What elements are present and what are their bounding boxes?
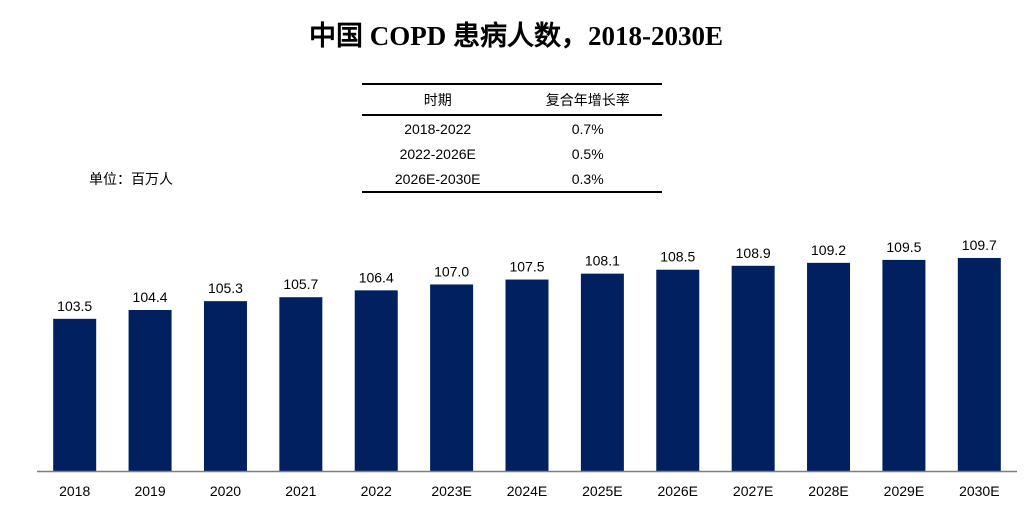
cagr-period-cell: 2022-2026E [399, 145, 476, 162]
bar [354, 290, 398, 471]
x-tick-label: 2018 [59, 483, 90, 499]
x-tick-label: 2027E [733, 483, 773, 499]
bar-value-label: 106.4 [359, 269, 394, 285]
x-tick-label: 2019 [134, 483, 165, 499]
bar-value-label: 105.7 [283, 276, 318, 292]
bar [53, 318, 97, 471]
x-tick-label: 2020 [210, 483, 241, 499]
bar [430, 284, 474, 471]
chart-title: 中国 COPD 患病人数，2018-2030E [309, 21, 723, 51]
bar [656, 269, 700, 471]
bar [957, 257, 1001, 471]
bar-value-label: 108.9 [736, 245, 771, 261]
cagr-period-cell: 2026E-2030E [394, 170, 481, 187]
x-tick-label: 2021 [285, 483, 316, 499]
cagr-header-rate: 复合年增长率 [545, 91, 630, 108]
bar-value-label: 107.5 [509, 259, 544, 275]
x-tick-label: 2026E [658, 483, 698, 499]
bar [731, 265, 775, 471]
x-tick-label: 2022 [361, 483, 392, 499]
cagr-rate-cell: 0.3% [571, 170, 604, 187]
bar [128, 309, 172, 471]
cagr-table-row: 2018-2022 0.7% [362, 115, 662, 141]
cagr-table-row: 2022-2026E 0.5% [362, 141, 662, 166]
bar-value-label: 109.5 [886, 239, 921, 255]
x-tick-label: 2025E [582, 483, 622, 499]
cagr-rate-cell: 0.7% [571, 120, 604, 137]
cagr-table: 时期 复合年增长率 2018-2022 0.7% 2022-2026E 0.5%… [362, 83, 662, 193]
unit-label: 单位：百万人 [89, 171, 173, 187]
bar-value-label: 109.2 [811, 242, 846, 258]
cagr-period-cell: 2018-2022 [404, 120, 472, 137]
bar-value-label: 109.7 [962, 237, 997, 253]
cagr-header-period: 时期 [423, 91, 452, 108]
bar [580, 273, 624, 471]
cagr-table-header-row: 时期 复合年增长率 [362, 84, 662, 115]
bar-value-label: 107.0 [434, 263, 469, 279]
bar-value-label: 103.5 [57, 298, 92, 314]
x-tick-label: 2023E [431, 483, 471, 499]
bar [882, 259, 926, 471]
cagr-rate-cell: 0.5% [571, 145, 604, 162]
bar [279, 297, 323, 471]
x-tick-label: 2024E [507, 483, 547, 499]
x-tick-label: 2030E [959, 483, 999, 499]
bar-value-label: 108.1 [585, 253, 620, 269]
bar [505, 279, 549, 471]
bar [203, 301, 247, 471]
bar-value-label: 104.4 [133, 289, 168, 305]
x-tick-label: 2028E [808, 483, 848, 499]
cagr-table-row: 2026E-2030E 0.3% [362, 166, 662, 192]
bar-value-label: 108.5 [660, 249, 695, 265]
bar-value-label: 105.3 [208, 280, 243, 296]
bar [807, 262, 851, 471]
x-tick-label: 2029E [884, 483, 924, 499]
